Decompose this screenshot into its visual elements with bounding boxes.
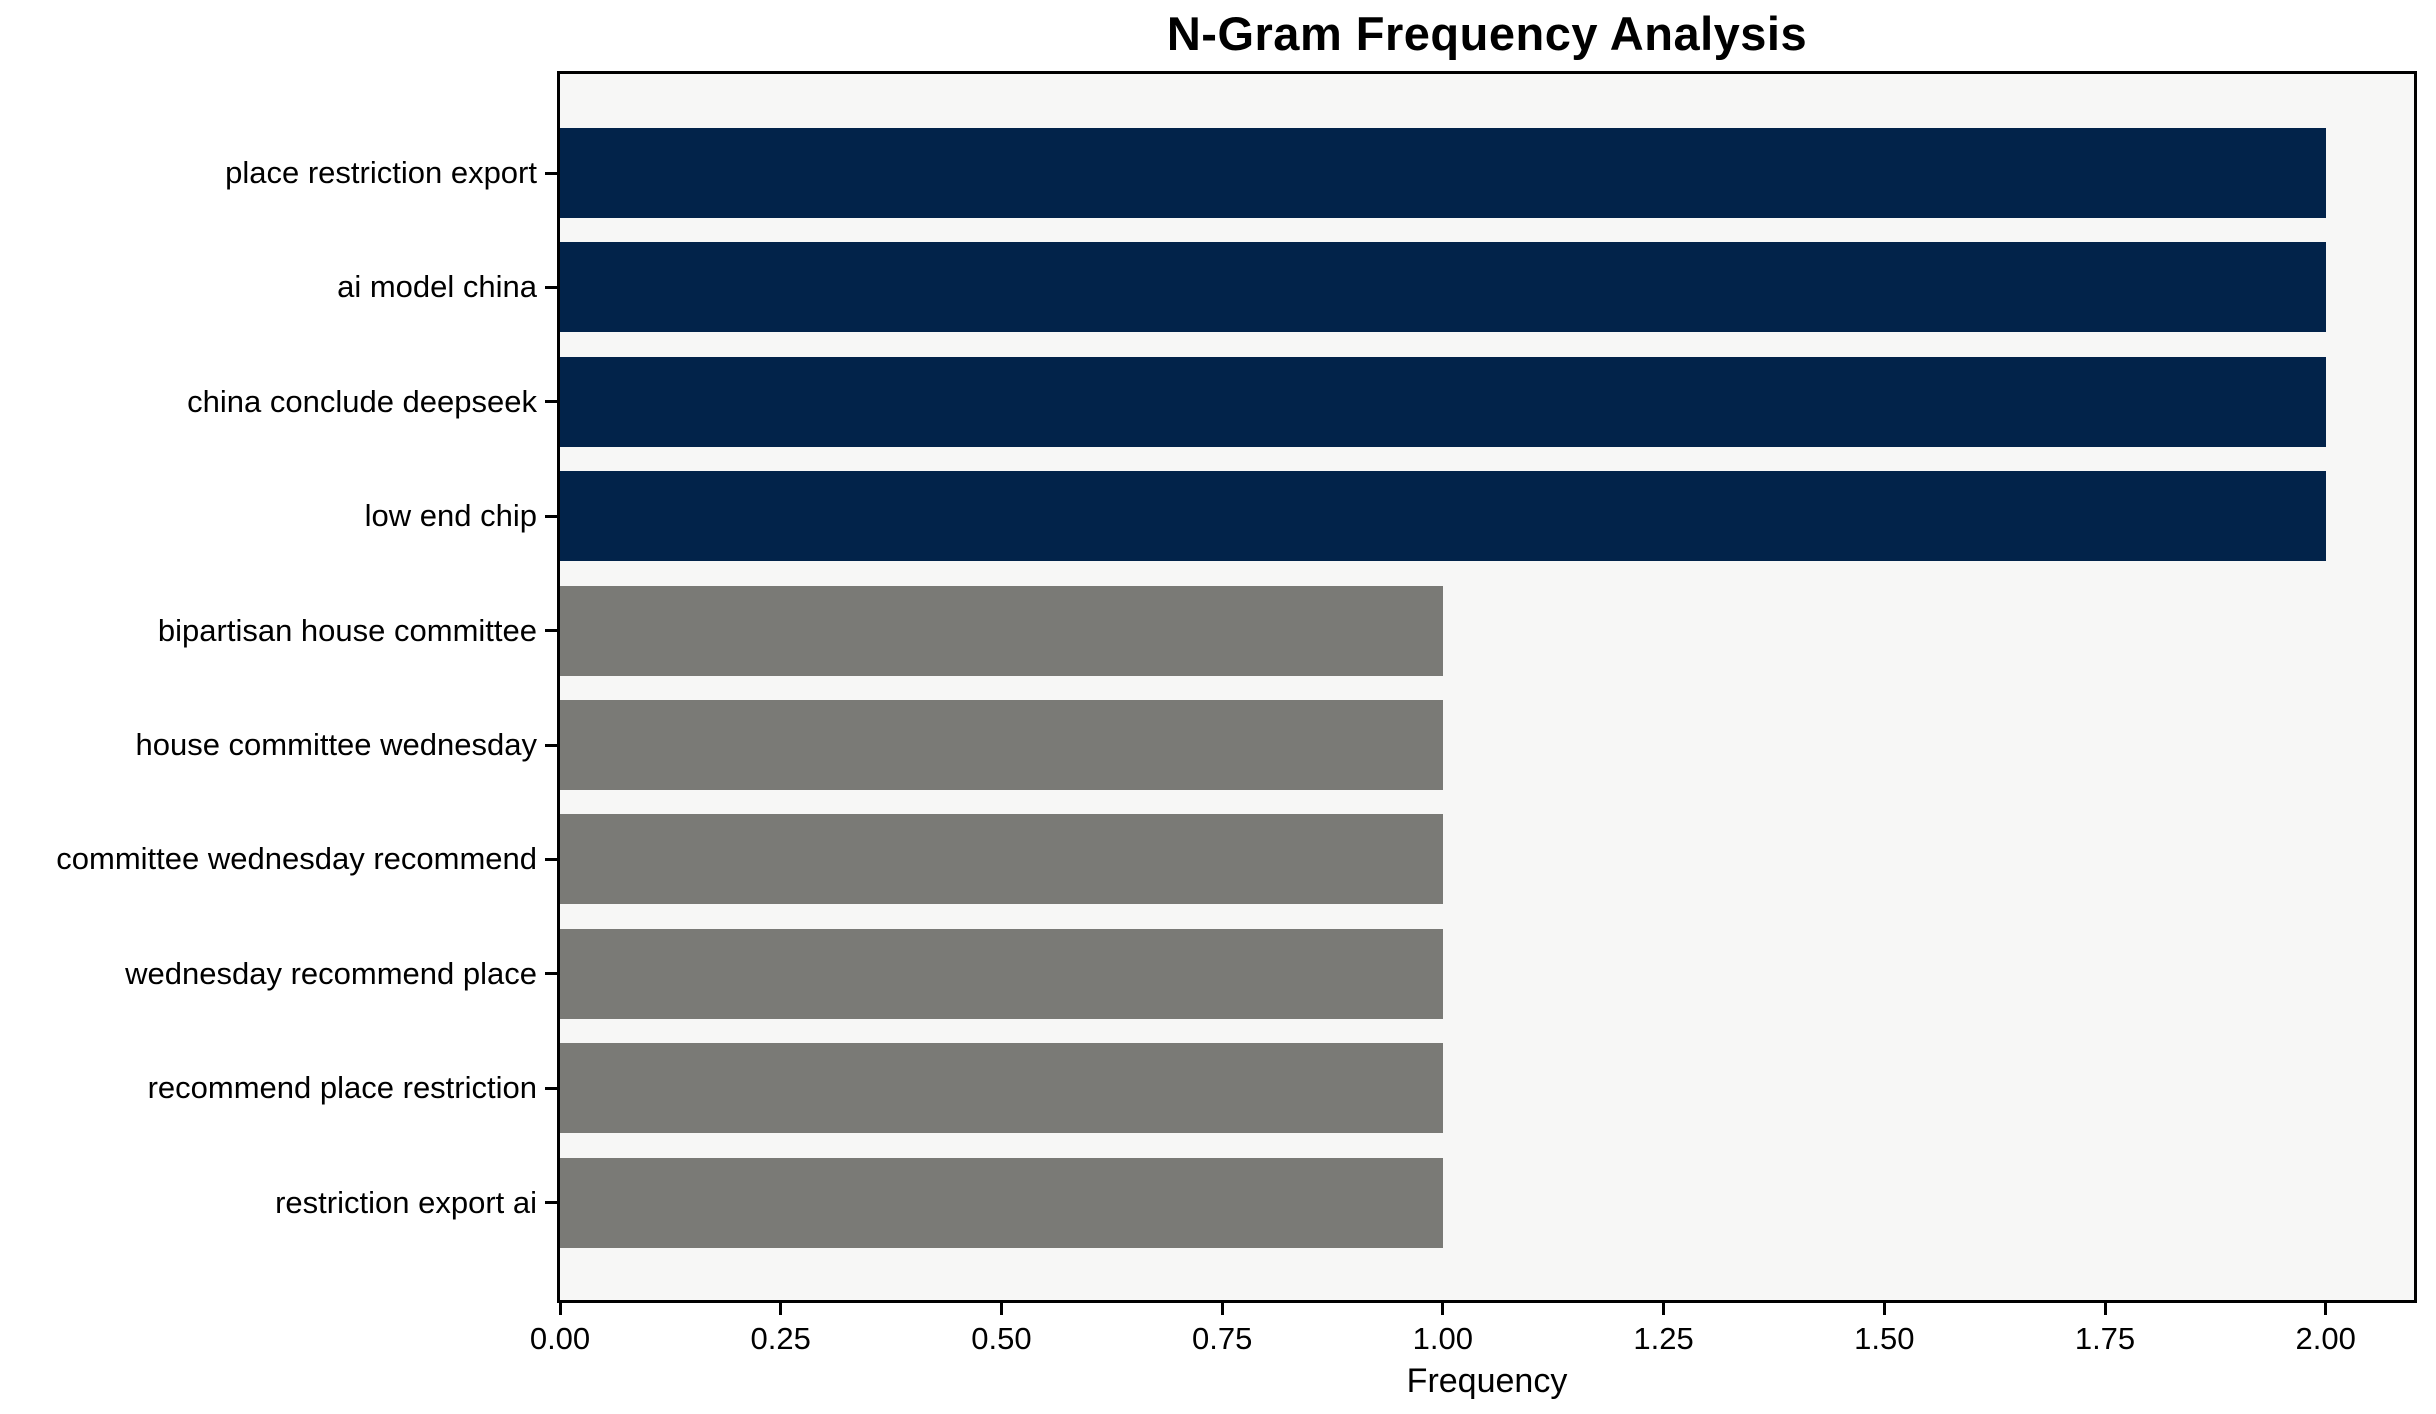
- y-tick-mark: [545, 1086, 557, 1090]
- y-tick-label: house committee wednesday: [135, 727, 537, 762]
- x-tick-label: 1.75: [2074, 1321, 2136, 1356]
- x-tick-mark: [1882, 1303, 1886, 1315]
- y-tick-label: china conclude deepseek: [187, 383, 537, 419]
- x-tick-mark: [779, 1303, 783, 1315]
- y-tick-mark: [545, 1201, 557, 1205]
- x-tick-label: 0.50: [971, 1321, 1032, 1356]
- x-tick-label: 0.00: [529, 1321, 591, 1356]
- x-tick-mark: [999, 1303, 1003, 1315]
- y-tick-mark: [545, 400, 557, 404]
- bar: [560, 471, 2326, 562]
- bar: [560, 1043, 1443, 1134]
- y-tick-label: committee wednesday recommend: [56, 841, 537, 877]
- y-tick-label: low end chip: [364, 498, 537, 534]
- y-tick-label: recommend place restriction: [147, 1070, 537, 1106]
- x-tick-label: 0.75: [1191, 1321, 1253, 1356]
- bar: [560, 814, 1443, 905]
- y-tick-label: bipartisan house committee: [157, 612, 537, 648]
- bar: [560, 242, 2326, 333]
- y-tick-label: place restriction export: [225, 155, 537, 190]
- y-tick-mark: [545, 743, 557, 747]
- x-axis-title: Frequency: [1406, 1362, 1568, 1400]
- bar: [560, 585, 1443, 676]
- x-tick-mark: [1441, 1303, 1445, 1315]
- bar: [560, 928, 1443, 1019]
- plot-area: [557, 71, 2417, 1303]
- x-tick-label: 1.50: [1854, 1321, 1915, 1356]
- y-tick-mark: [545, 629, 557, 633]
- x-tick-mark: [1662, 1303, 1666, 1315]
- bar: [560, 356, 2326, 447]
- x-tick-mark: [1220, 1303, 1224, 1315]
- y-tick-mark: [545, 514, 557, 518]
- x-tick-mark: [2103, 1303, 2107, 1315]
- x-tick-label: 1.00: [1412, 1321, 1474, 1356]
- y-tick-mark: [545, 171, 557, 175]
- y-tick-mark: [545, 972, 557, 976]
- x-tick-mark: [558, 1303, 562, 1315]
- x-tick-label: 0.25: [750, 1321, 811, 1356]
- y-tick-label: wednesday recommend place: [125, 955, 537, 991]
- y-tick-label: ai model china: [337, 269, 537, 305]
- bar: [560, 700, 1443, 790]
- chart-title: N-Gram Frequency Analysis: [1166, 7, 1808, 60]
- y-tick-mark: [545, 285, 557, 289]
- x-tick-label: 2.00: [2295, 1321, 2356, 1356]
- y-tick-mark: [545, 857, 557, 861]
- bar: [560, 128, 2326, 218]
- x-tick-label: 1.25: [1633, 1321, 1694, 1356]
- y-tick-label: restriction export ai: [275, 1184, 537, 1220]
- x-tick-mark: [2324, 1303, 2328, 1315]
- bar: [560, 1157, 1443, 1248]
